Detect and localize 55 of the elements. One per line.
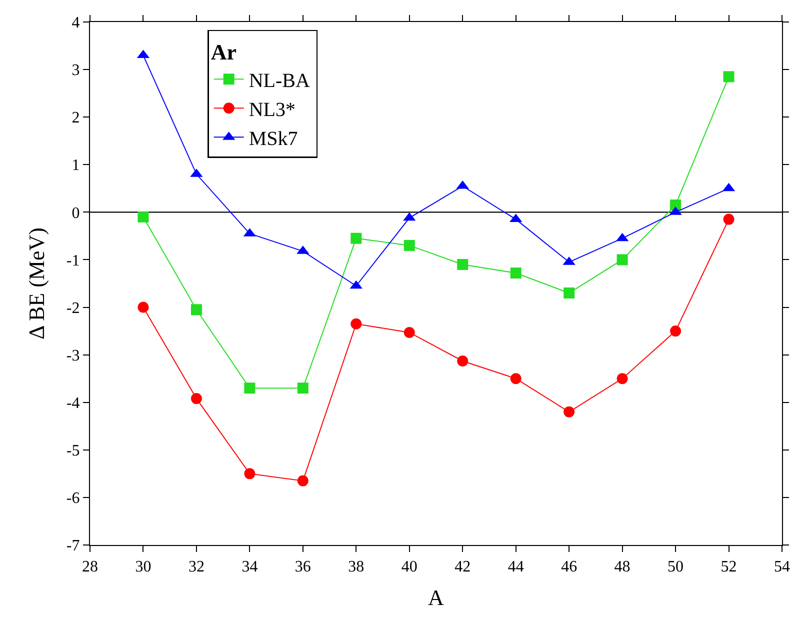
x-tick-label: 54 — [774, 558, 790, 576]
x-tick-label: 34 — [242, 558, 258, 576]
y-tick-label: 2 — [72, 110, 80, 127]
x-tick-label: 36 — [294, 558, 311, 576]
y-tick-label: 0 — [72, 204, 80, 222]
y-tick-label: -4 — [66, 394, 80, 412]
point — [297, 475, 308, 486]
x-tick-label: 46 — [561, 558, 578, 576]
legend-label: NL-BA — [248, 70, 310, 92]
y-tick-label: 1 — [72, 157, 80, 174]
x-tick-label: 42 — [454, 558, 471, 576]
point — [723, 71, 734, 82]
point — [510, 373, 522, 384]
x-tick-label: 48 — [614, 558, 630, 576]
point — [138, 302, 149, 313]
y-tick-label: -3 — [66, 347, 80, 364]
point — [350, 318, 362, 330]
point — [616, 373, 628, 384]
y-tick-label: 4 — [72, 14, 80, 32]
point — [457, 258, 468, 270]
y-tick-label: -2 — [66, 300, 80, 317]
point — [723, 214, 734, 225]
point — [564, 288, 575, 299]
point — [350, 232, 362, 244]
point — [404, 240, 415, 251]
legend-title: Ar — [210, 40, 237, 65]
point — [244, 382, 256, 394]
y-tick-label: -1 — [66, 252, 80, 270]
point — [564, 406, 575, 418]
point — [190, 393, 202, 404]
y-tick-label: -5 — [66, 442, 80, 460]
point — [670, 326, 682, 337]
x-tick-label: 44 — [508, 558, 524, 576]
x-tick-label: 40 — [401, 558, 418, 576]
point — [457, 356, 468, 366]
x-tick-label: 28 — [82, 558, 98, 576]
y-tick-label: 3 — [72, 62, 80, 80]
point — [190, 304, 202, 316]
x-tick-label: 30 — [135, 558, 152, 576]
y-tick-label: -7 — [66, 538, 80, 555]
y-axis-title: Δ BE (MeV) — [24, 228, 50, 340]
point — [297, 382, 308, 394]
point — [616, 254, 628, 266]
point — [510, 268, 522, 279]
x-tick-label: 52 — [720, 558, 737, 576]
x-tick-label: 38 — [348, 558, 364, 576]
point — [244, 468, 256, 480]
x-tick-label: 32 — [188, 558, 204, 576]
point — [404, 326, 415, 338]
point — [138, 211, 149, 222]
y-tick-label: -6 — [66, 490, 80, 508]
x-axis-title: A — [428, 585, 444, 610]
legend-label: MSk7 — [248, 128, 298, 150]
legend-label: NL3* — [248, 98, 296, 121]
x-tick-label: 50 — [668, 558, 684, 576]
